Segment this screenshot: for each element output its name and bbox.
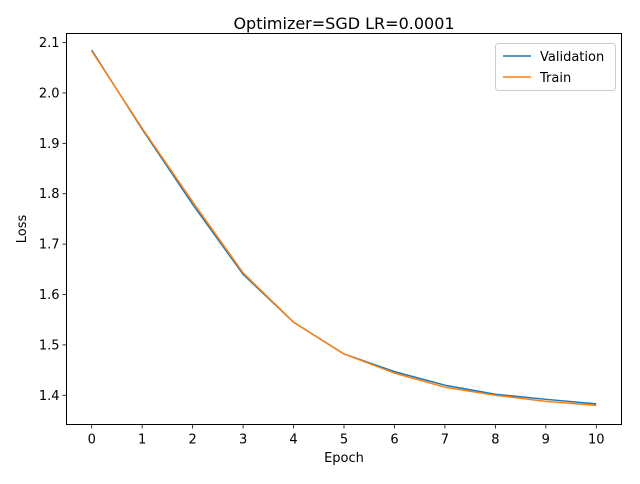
legend-label-validation: Validation (540, 50, 604, 65)
y-tick-label: 1.5 (39, 338, 60, 353)
y-tick-label: 1.7 (39, 238, 60, 253)
x-axis-label: Epoch (324, 451, 364, 466)
plot-area (91, 49, 597, 407)
legend: Validation Train (495, 43, 616, 91)
y-tick-label: 1.9 (39, 137, 60, 152)
y-tick-label: 1.6 (39, 288, 60, 303)
series-line-train (91, 50, 597, 407)
y-tick-label: 1.4 (39, 389, 60, 404)
x-tick-label: 3 (239, 433, 247, 448)
x-tick-label: 9 (542, 433, 550, 448)
y-axis-ticks: 1.4 1.5 1.6 1.7 1.8 1.9 2.0 2.1 (39, 36, 67, 404)
y-axis-label: Loss (15, 215, 30, 244)
x-tick-label: 7 (441, 433, 449, 448)
y-tick-label: 2.1 (39, 36, 60, 51)
series-line-validation (91, 49, 597, 405)
x-tick-label: 2 (188, 433, 196, 448)
x-tick-label: 4 (289, 433, 297, 448)
x-tick-label: 5 (340, 433, 348, 448)
x-tick-label: 0 (88, 433, 96, 448)
y-tick-label: 2.0 (39, 86, 60, 101)
x-tick-label: 1 (138, 433, 146, 448)
y-tick-label: 1.8 (39, 187, 60, 202)
x-axis-ticks: 0 1 2 3 4 5 6 7 8 9 10 (88, 424, 605, 448)
x-tick-label: 6 (390, 433, 398, 448)
chart-title: Optimizer=SGD LR=0.0001 (233, 14, 454, 33)
x-tick-label: 8 (491, 433, 499, 448)
legend-label-train: Train (539, 71, 571, 86)
axes-frame (66, 33, 622, 425)
x-tick-label: 10 (588, 433, 605, 448)
